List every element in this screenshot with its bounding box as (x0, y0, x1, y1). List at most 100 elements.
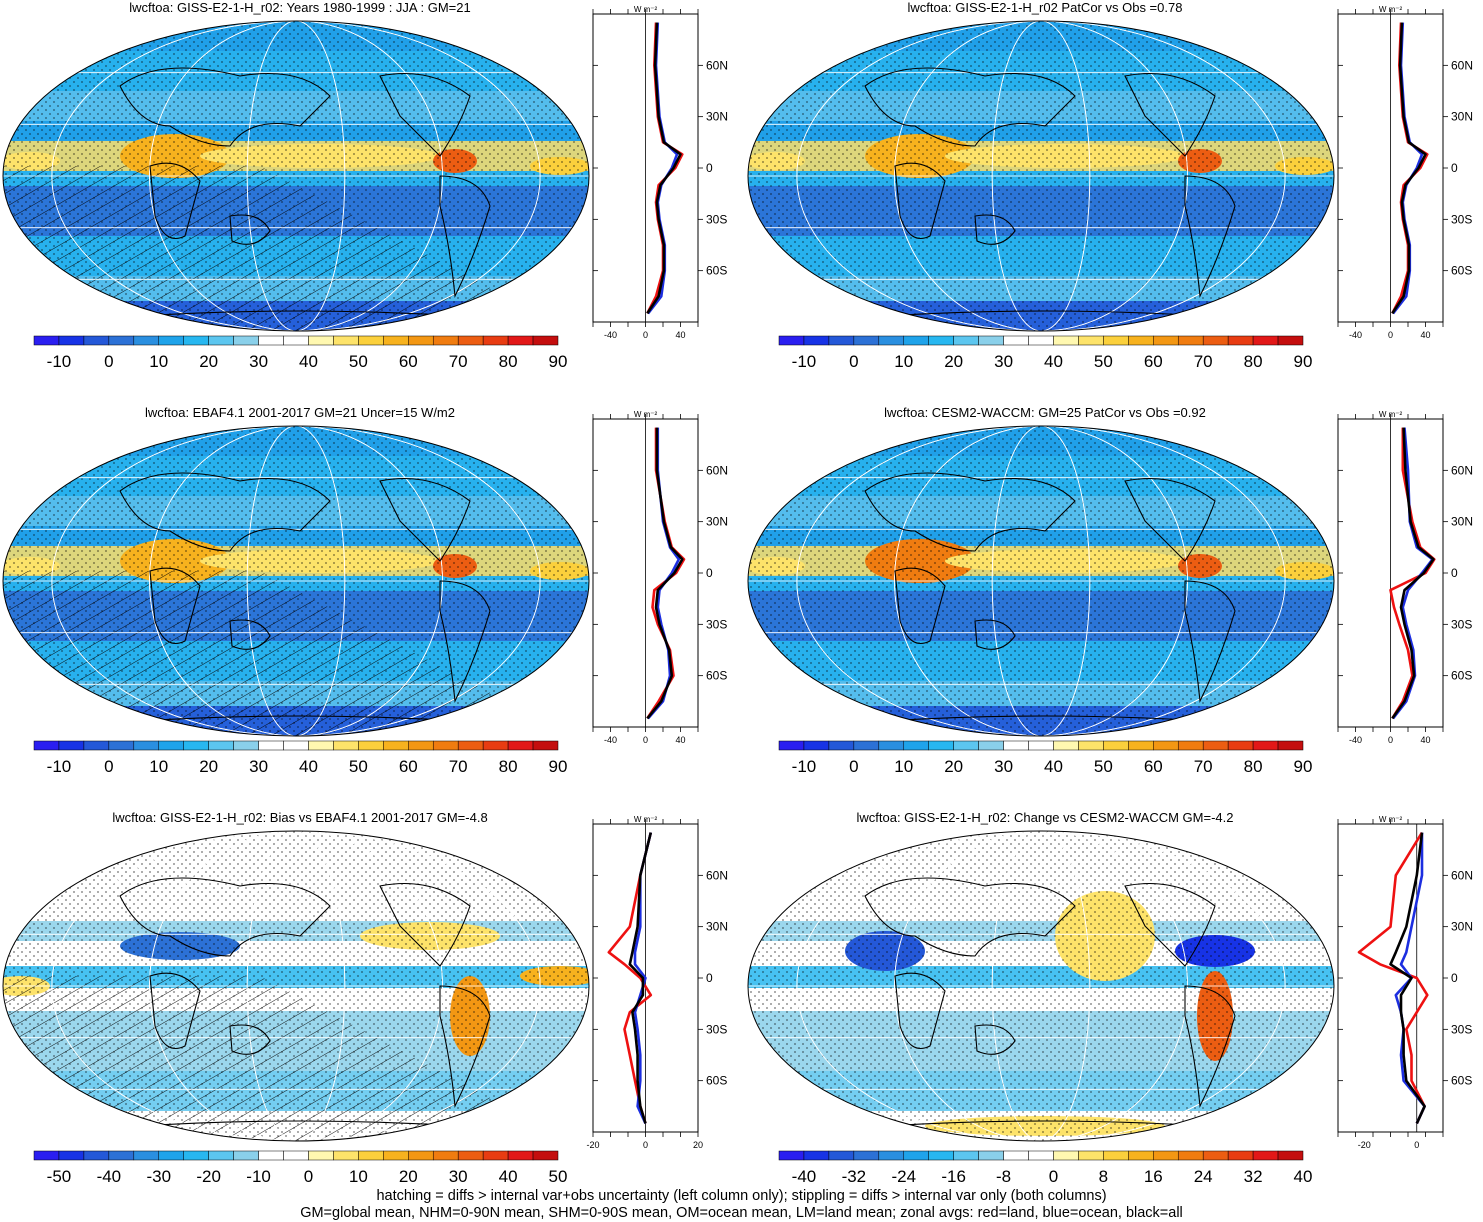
zonal-line-all (646, 22, 682, 315)
colorbar-label: 32 (1244, 1167, 1263, 1186)
colorbar-swatch (158, 1150, 184, 1161)
colorbar-swatch (283, 335, 309, 346)
map-plot (2, 425, 590, 737)
colorbar-swatch (432, 740, 459, 751)
colorbar-label: 50 (1094, 352, 1113, 371)
colorbar-label: -8 (996, 1167, 1011, 1186)
graticule-lon (796, 426, 1286, 736)
zonal-lat-label: 30N (706, 515, 728, 529)
colorbar-swatch (1153, 740, 1179, 751)
zonal-line-all (1389, 832, 1426, 1124)
coastline (884, 715, 1206, 722)
colorbar-swatch (183, 1150, 209, 1161)
graticule-lon (991, 831, 1091, 1141)
zonal-x-tick-label: 0 (643, 735, 648, 745)
zonal-x-tick-label: 0 (1388, 330, 1393, 340)
graticule-lon (246, 426, 346, 736)
coastline (974, 619, 1016, 650)
zonal-line-land (1389, 427, 1436, 720)
colorbar-swatch (828, 740, 855, 751)
colorbar-label: 0 (1049, 1167, 1058, 1186)
chart-title: lwcftoa: CESM2-WACCM: GM=25 PatCor vs Ob… (884, 405, 1206, 420)
zonal-line-ocean (1394, 832, 1426, 1124)
graticule-lon (991, 426, 1091, 736)
colorbar-label: 30 (249, 757, 268, 776)
colorbar-swatch (1028, 740, 1054, 751)
coastline (884, 1120, 1206, 1127)
colorbar-swatch (108, 335, 135, 346)
colorbar-swatch (457, 1150, 484, 1161)
colorbar-label: 10 (349, 1167, 368, 1186)
colorbar-label: 50 (349, 352, 368, 371)
colorbar-swatch (358, 335, 384, 346)
colorbar-label: 0 (849, 352, 858, 371)
colorbar-label: -10 (792, 352, 817, 371)
colorbar-swatch (58, 1150, 85, 1161)
colorbar-swatch (507, 1150, 534, 1161)
colorbar-swatch (108, 1150, 135, 1161)
colorbar-swatch (1227, 335, 1254, 346)
colorbar-swatch (978, 335, 1004, 346)
colorbar-label: -50 (47, 1167, 72, 1186)
colorbar-label: 90 (1294, 757, 1313, 776)
colorbar-swatch (803, 740, 830, 751)
colorbar-label: 40 (1294, 1167, 1313, 1186)
zonal-lat-label: 60N (706, 58, 728, 72)
colorbar-swatch (83, 740, 110, 751)
coastline (894, 972, 946, 1050)
map-border (2, 425, 590, 737)
colorbar-swatch (1103, 335, 1129, 346)
colorbar-swatch (532, 335, 559, 346)
colorbar-label: 0 (104, 757, 113, 776)
zonal-lat-label: 30N (1451, 110, 1473, 124)
coastline (974, 214, 1016, 245)
colorbar-label: 20 (944, 757, 963, 776)
colorbar-swatch (1078, 335, 1104, 346)
colorbar-swatch (928, 740, 954, 751)
coastline (149, 972, 201, 1050)
coastline (439, 580, 491, 703)
map-border (747, 20, 1335, 332)
colorbar-swatch (258, 740, 284, 751)
colorbar-swatch (853, 1150, 880, 1161)
coastline (974, 1024, 1016, 1055)
colorbar-label: 20 (199, 757, 218, 776)
zonal-lat-label: 60N (706, 463, 728, 477)
colorbar-label: -20 (196, 1167, 221, 1186)
colorbar-swatch (283, 1150, 309, 1161)
chart-title: lwcftoa: EBAF4.1 2001-2017 GM=21 Uncer=1… (145, 405, 455, 420)
zonal-x-tick-label: 40 (675, 735, 685, 745)
colorbar-swatch (133, 335, 160, 346)
zonal-lat-label: 30N (1451, 920, 1473, 934)
colorbar-swatch (1153, 1150, 1179, 1161)
colorbar-swatch (853, 335, 880, 346)
colorbar-swatch (1128, 335, 1154, 346)
zonal-x-tick-label: -40 (604, 330, 617, 340)
zonal-lat-label: 60N (706, 868, 728, 882)
coastline (1184, 580, 1236, 703)
zonal-lat-label: 0 (706, 971, 713, 985)
colorbar-swatch (457, 335, 484, 346)
colorbar-label: 30 (994, 757, 1013, 776)
colorbar-swatch (1252, 335, 1279, 346)
colorbar-label: 50 (349, 757, 368, 776)
colorbar-swatch (1177, 1150, 1204, 1161)
map-border (2, 830, 590, 1142)
colorbar-swatch (308, 335, 334, 346)
zonal-lat-label: 30S (706, 1022, 727, 1036)
colorbar-swatch (358, 1150, 384, 1161)
colorbar-swatch (1227, 1150, 1254, 1161)
zonal-x-tick-label: -40 (1349, 330, 1362, 340)
colorbar-label: 60 (399, 757, 418, 776)
zonal-x-tick-label: 40 (675, 330, 685, 340)
colorbar-swatch (258, 1150, 284, 1161)
chart-panel-top-right: lwcftoa: GISS-E2-1-H_r02 PatCor vs Obs =… (745, 0, 1483, 405)
colorbar-label: 10 (894, 352, 913, 371)
zonal-lat-label: 60N (1451, 868, 1473, 882)
colorbar-swatch (1252, 1150, 1279, 1161)
map-border (747, 830, 1335, 1142)
graticule-lon (51, 426, 541, 736)
